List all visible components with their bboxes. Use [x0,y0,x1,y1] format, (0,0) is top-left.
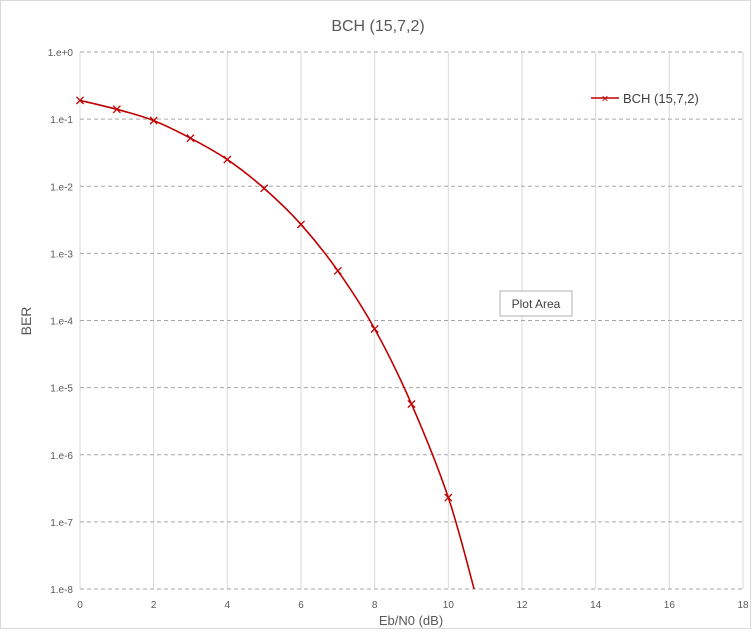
y-tick-label: 1.e-8 [50,585,73,596]
x-tick-label: 4 [225,600,231,611]
y-tick-label: 1.e-4 [50,317,73,328]
legend: × BCH (15,7,2) [591,91,699,106]
data-point-marker [75,96,85,105]
series-layer [75,96,475,590]
x-tick-label: 8 [372,600,378,611]
series-line [79,99,475,590]
y-tick-label: 1.e-7 [50,518,73,529]
y-tick-label: 1.e-3 [50,249,73,260]
data-point-marker [260,184,269,193]
grid-layer [79,51,744,590]
data-point-marker [149,116,158,125]
y-tick-label: 1.e-1 [50,115,73,126]
x-tick-label: 0 [77,600,83,611]
tooltip-box [499,290,573,317]
chart-title: BCH (15,7,2) [331,18,424,35]
tooltip-text: Plot Area [512,297,561,311]
data-point-marker [370,324,379,333]
x-tick-label: 16 [664,600,676,611]
data-point-marker [186,134,195,143]
tick-labels: 0 2 4 6 8 10 12 14 16 18 1.e+0 1.e-1 1.e-2 1.e-3 1.e-4… [48,48,749,611]
x-tick-label: 2 [151,600,157,611]
data-point-marker [223,155,232,164]
x-tick-label: 18 [737,600,749,611]
x-axis-title: Eb/N0 (dB) [379,613,443,628]
legend-label: BCH (15,7,2) [623,91,699,106]
y-tick-label: 1.e-5 [50,384,73,395]
data-point-marker [444,493,453,502]
x-tick-label: 10 [443,600,455,611]
plot-area-tooltip: Plot Area [499,290,573,317]
y-tick-label: 1.e+0 [48,48,74,59]
x-tick-label: 6 [298,600,304,611]
x-tick-label: 14 [590,600,602,611]
x-tick-label: 12 [516,600,528,611]
data-point-marker [296,220,306,229]
data-point-marker [112,105,121,114]
data-point-marker [333,266,342,275]
legend-marker-x: × [601,92,608,106]
data-point-marker [407,399,416,409]
y-tick-label: 1.e-2 [50,182,73,193]
y-axis-title: BER [18,307,34,336]
y-tick-label: 1.e-6 [50,451,73,462]
